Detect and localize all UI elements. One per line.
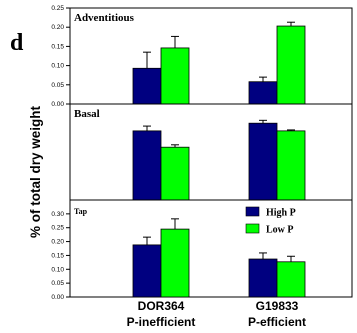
legend-swatch-low-p [245, 223, 260, 234]
y-tick-label-adventitious-4: 0.20 [51, 24, 64, 31]
y-tick-label-adventitious-2: 0.10 [51, 63, 64, 70]
bar-basal-G19833-low-p [276, 130, 306, 201]
legend-swatch-high-p [245, 206, 260, 217]
x-category-g19833: G19833 [256, 299, 299, 313]
x-category-dor364: DOR364 [138, 299, 185, 313]
bar-adventitious-DOR364-low-p [160, 47, 190, 105]
bar-tap-DOR364-low-p [160, 228, 190, 298]
legend-label-low-p: Low P [266, 225, 294, 236]
y-tick-label-tap-4: 0.20 [51, 239, 64, 246]
legend-label-high-p: High P [266, 208, 296, 219]
panel-frame-basal [69, 103, 353, 201]
panel-frame-tap [69, 199, 353, 298]
y-tick-label-tap-2: 0.10 [51, 266, 64, 273]
y-tick-label-adventitious-1: 0.05 [51, 82, 64, 89]
x-category-g19833-sub: P-efficient [248, 315, 306, 329]
panel-adventitious: 0.00 0.05 0.10 0.15 0.20 0.25 Adventitious [51, 5, 353, 108]
y-tick-label-tap-1: 0.05 [51, 280, 64, 287]
y-tick-label-adventitious-0: 0.00 [51, 101, 64, 108]
x-category-dor364-sub: P-inefficient [127, 315, 196, 329]
x-category-labels: DOR364 P-inefficient G19833 P-efficient [127, 299, 306, 329]
bar-tap-G19833-low-p [276, 261, 306, 298]
y-tick-label-tap-6: 0.30 [51, 211, 64, 218]
bar-adventitious-DOR364-high-p [132, 67, 162, 105]
bar-basal-G19833-high-p [248, 122, 278, 201]
y-axis-label: % of total dry weight [28, 106, 43, 239]
bar-adventitious-G19833-low-p [276, 25, 306, 105]
y-tick-label-tap-0: 0.00 [51, 294, 64, 301]
y-tick-label-tap-5: 0.25 [51, 225, 64, 232]
y-tick-label-adventitious-5: 0.25 [51, 5, 64, 12]
panel-title-basal: Basal [74, 108, 100, 120]
panel-title-adventitious: Adventitious [74, 12, 135, 24]
panel-letter: d [10, 30, 24, 56]
panels-group: 0.00 0.05 0.10 0.15 0.20 0.25 Adventitious Basa… [51, 5, 353, 301]
y-tick-label-adventitious-3: 0.15 [51, 43, 64, 50]
bar-adventitious-G19833-high-p [248, 81, 278, 105]
bar-tap-G19833-high-p [248, 258, 278, 298]
legend: High P Low P [245, 206, 296, 236]
bar-basal-DOR364-high-p [132, 130, 162, 201]
panel-title-tap: Tap [74, 207, 88, 216]
panel-tap: 0.00 0.05 0.10 0.15 0.20 0.25 0.30 Tap [51, 199, 353, 301]
panel-basal: Basal [69, 103, 353, 201]
y-tick-label-tap-3: 0.15 [51, 252, 64, 259]
bar-basal-DOR364-low-p [160, 146, 190, 201]
bar-tap-DOR364-high-p [132, 244, 162, 298]
